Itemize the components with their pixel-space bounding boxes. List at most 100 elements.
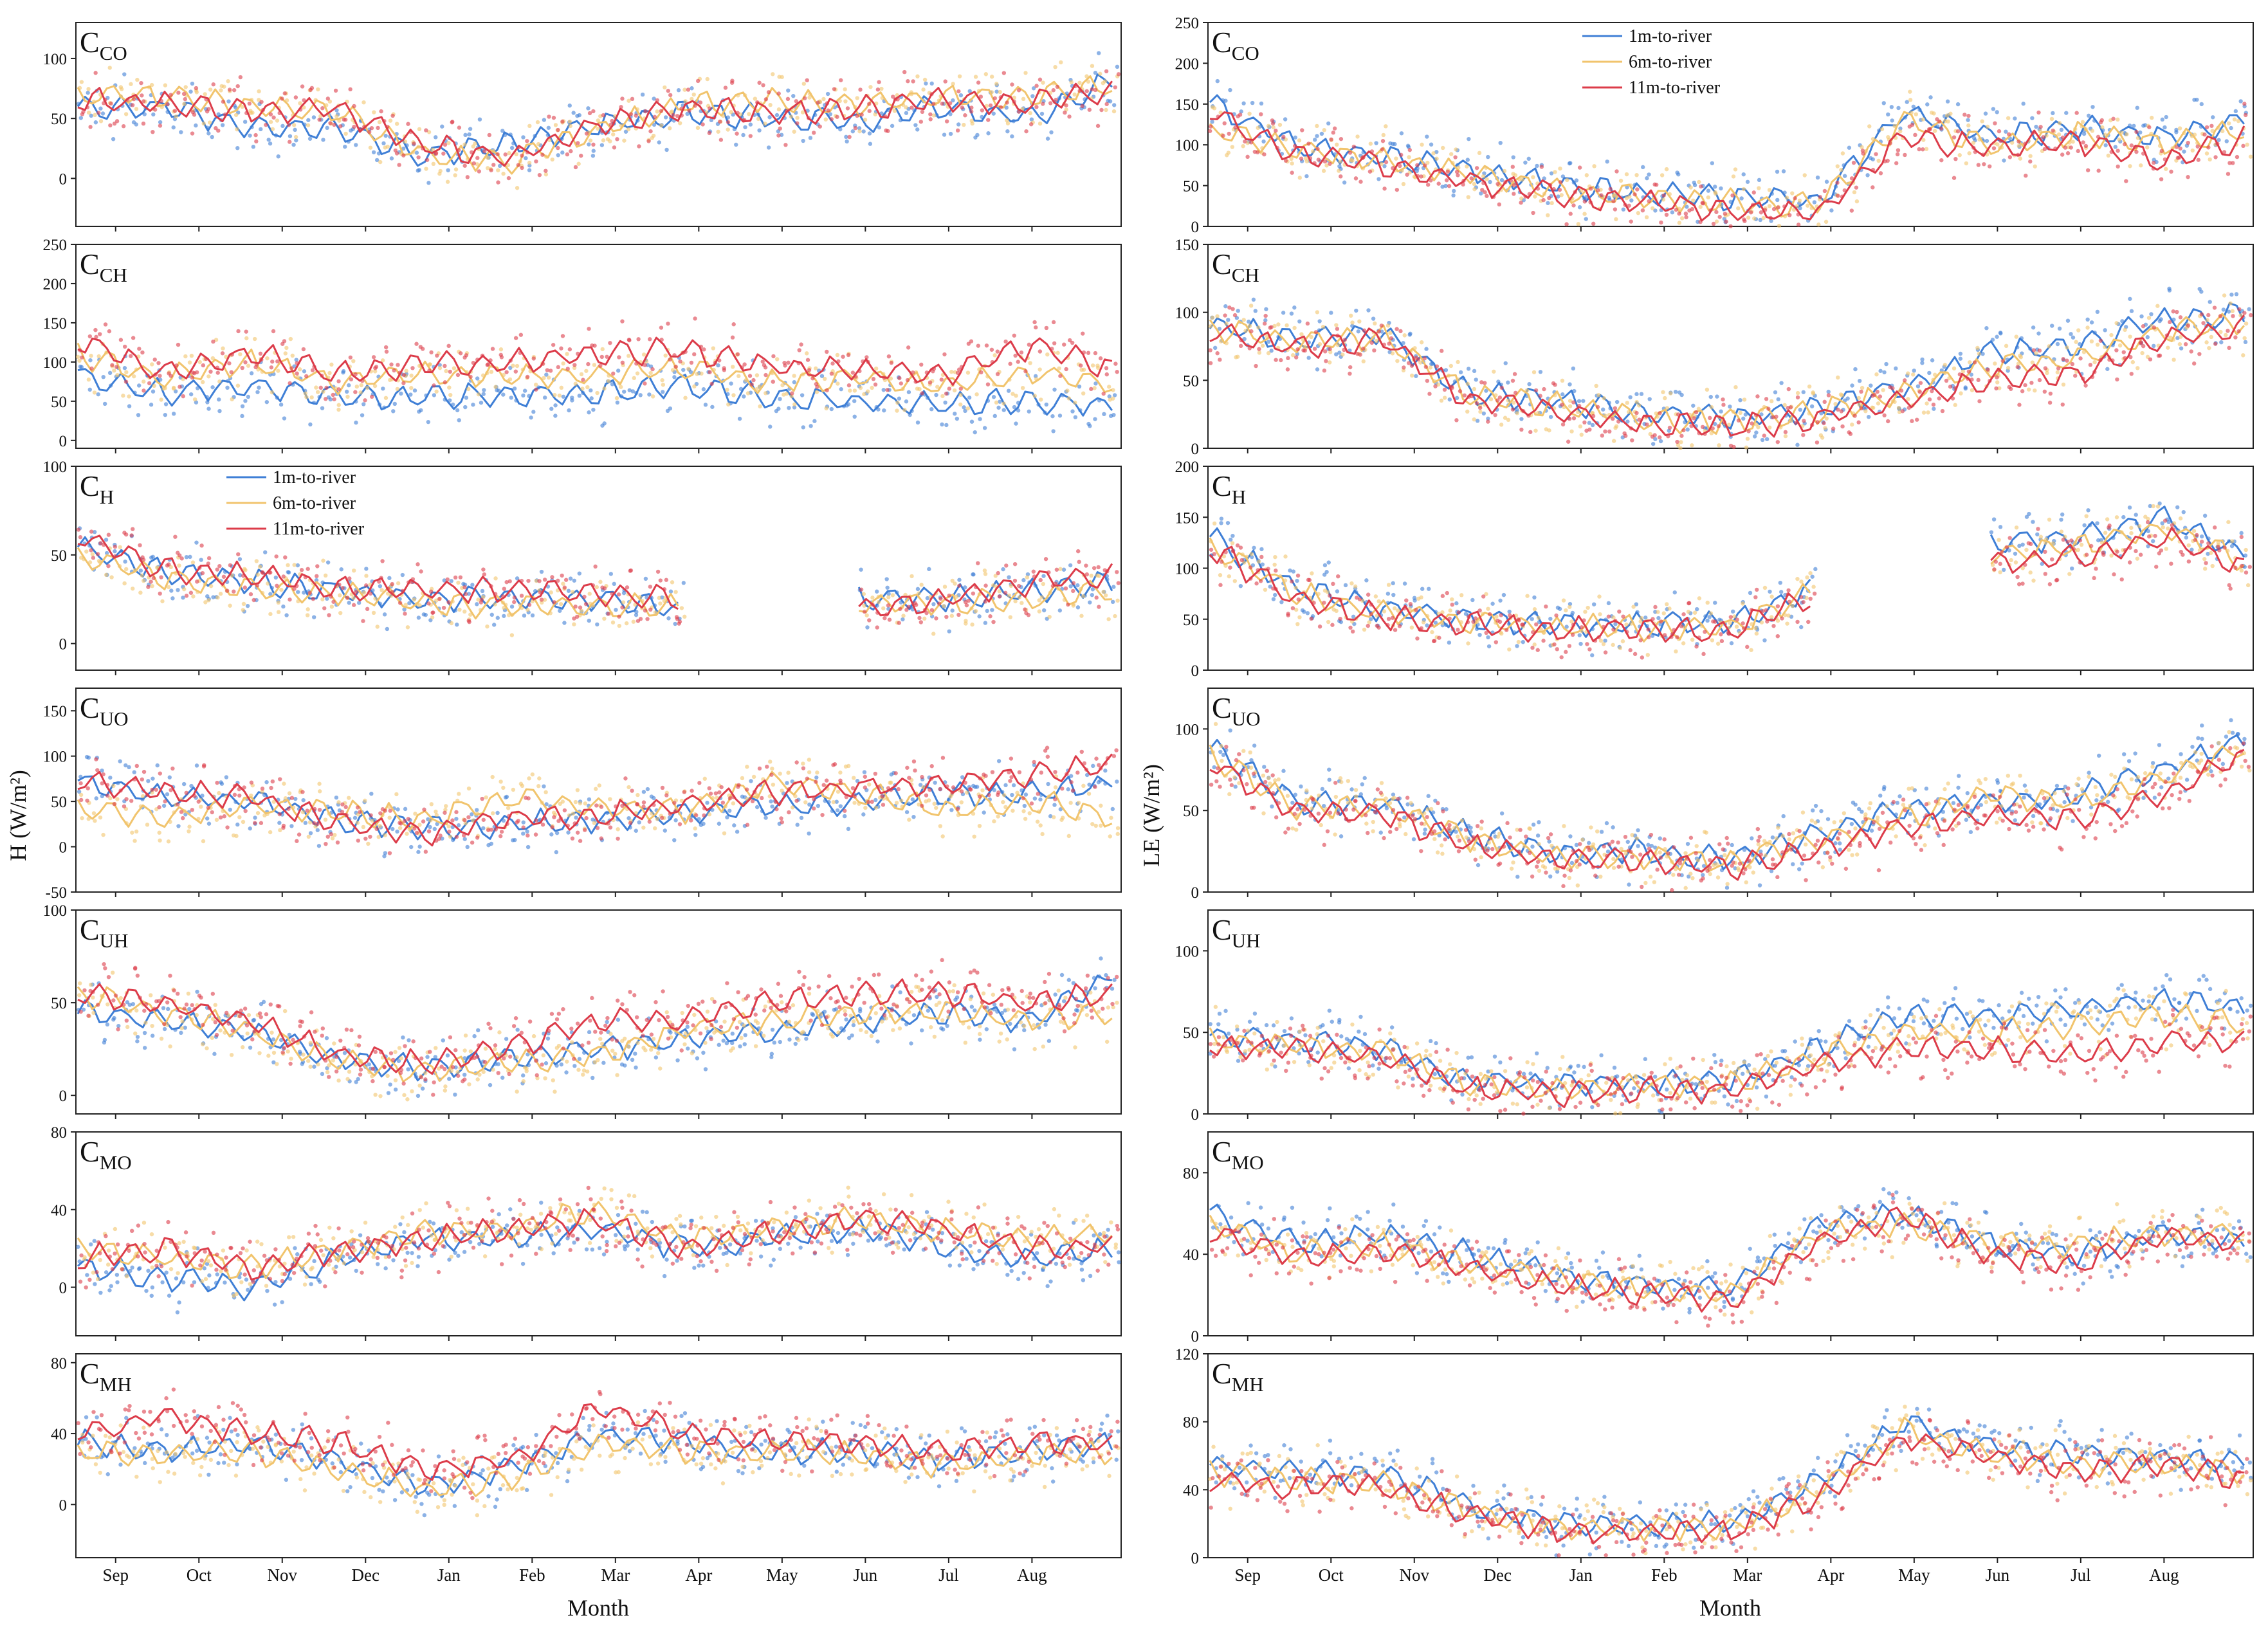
data-point xyxy=(602,616,607,621)
data-point xyxy=(1004,563,1009,568)
data-point xyxy=(1995,334,1999,339)
data-point xyxy=(2210,563,2215,569)
data-point xyxy=(1710,638,1715,642)
data-point xyxy=(681,367,686,372)
data-point xyxy=(917,615,922,621)
data-point xyxy=(1016,408,1021,413)
data-point xyxy=(969,118,974,123)
data-point xyxy=(121,124,126,129)
data-point xyxy=(1515,644,1519,648)
data-point xyxy=(210,385,215,390)
data-point xyxy=(1767,204,1772,208)
data-point xyxy=(206,107,211,111)
data-point xyxy=(586,361,590,367)
data-point xyxy=(1519,427,1524,432)
data-point xyxy=(1632,192,1637,197)
data-point xyxy=(1315,147,1320,151)
data-point xyxy=(606,379,611,383)
data-point xyxy=(1520,178,1524,182)
data-point xyxy=(369,394,374,399)
data-point xyxy=(1016,88,1021,93)
data-point xyxy=(115,372,120,378)
data-point xyxy=(2231,161,2235,165)
data-point xyxy=(2184,535,2189,540)
data-point xyxy=(1993,560,1998,564)
data-point xyxy=(686,87,691,92)
data-point xyxy=(1497,619,1503,624)
data-point xyxy=(1398,329,1403,334)
data-point xyxy=(1223,98,1228,103)
data-point xyxy=(1781,169,1786,174)
data-point xyxy=(757,128,762,132)
data-point xyxy=(2117,343,2123,348)
data-point xyxy=(2117,137,2121,142)
data-point xyxy=(1576,410,1580,415)
data-point xyxy=(1924,147,1929,151)
series-line xyxy=(77,368,1113,417)
data-point xyxy=(1564,222,1569,226)
data-point xyxy=(915,420,920,425)
data-point xyxy=(1842,174,1847,178)
data-point xyxy=(1001,401,1006,406)
data-point xyxy=(1560,378,1565,383)
data-point xyxy=(275,118,280,123)
data-point xyxy=(2220,129,2225,134)
data-point xyxy=(1571,203,1576,208)
data-point xyxy=(341,369,346,374)
data-point xyxy=(1571,416,1577,421)
data-point xyxy=(723,86,728,90)
data-point xyxy=(1783,430,1788,435)
data-point xyxy=(1558,180,1563,185)
data-point xyxy=(1799,624,1804,630)
data-point xyxy=(711,346,716,351)
data-point xyxy=(558,602,563,606)
data-point xyxy=(2056,132,2062,137)
data-point xyxy=(1783,433,1788,439)
data-point xyxy=(1694,644,1699,649)
data-point xyxy=(1713,619,1717,624)
data-point xyxy=(949,369,954,374)
data-point xyxy=(1874,372,1879,377)
data-point xyxy=(985,382,991,387)
data-point xyxy=(2242,311,2247,315)
data-point xyxy=(940,422,944,427)
data-point xyxy=(1038,578,1043,583)
data-point xyxy=(385,626,390,632)
data-point xyxy=(994,89,999,94)
data-point xyxy=(889,360,894,365)
data-point xyxy=(236,552,241,556)
data-point xyxy=(617,623,622,628)
data-point xyxy=(1634,172,1639,178)
data-point xyxy=(1493,413,1497,417)
data-point xyxy=(843,87,847,92)
data-point xyxy=(1953,403,1957,407)
data-point xyxy=(600,347,605,352)
data-point xyxy=(1621,207,1626,212)
data-point xyxy=(206,406,211,411)
data-point xyxy=(124,370,129,374)
data-point xyxy=(979,370,983,375)
data-point xyxy=(1104,366,1109,370)
data-point xyxy=(1408,602,1413,606)
data-point xyxy=(1577,399,1582,403)
data-point xyxy=(598,363,603,368)
data-point xyxy=(2178,516,2183,521)
data-point xyxy=(2017,139,2021,144)
data-point xyxy=(1488,179,1492,185)
data-point xyxy=(2028,570,2033,575)
data-point xyxy=(546,125,551,130)
data-point xyxy=(1822,421,1826,426)
data-point xyxy=(747,112,751,116)
data-point xyxy=(504,579,509,585)
data-point xyxy=(462,142,467,147)
data-point xyxy=(931,102,936,106)
data-point xyxy=(1218,358,1222,362)
data-point xyxy=(955,128,960,133)
data-point xyxy=(668,93,673,98)
data-point xyxy=(978,417,982,421)
data-point xyxy=(1753,626,1758,631)
data-point xyxy=(1034,105,1039,109)
data-point xyxy=(2095,309,2100,314)
data-point xyxy=(308,87,313,92)
data-point xyxy=(1822,188,1827,194)
